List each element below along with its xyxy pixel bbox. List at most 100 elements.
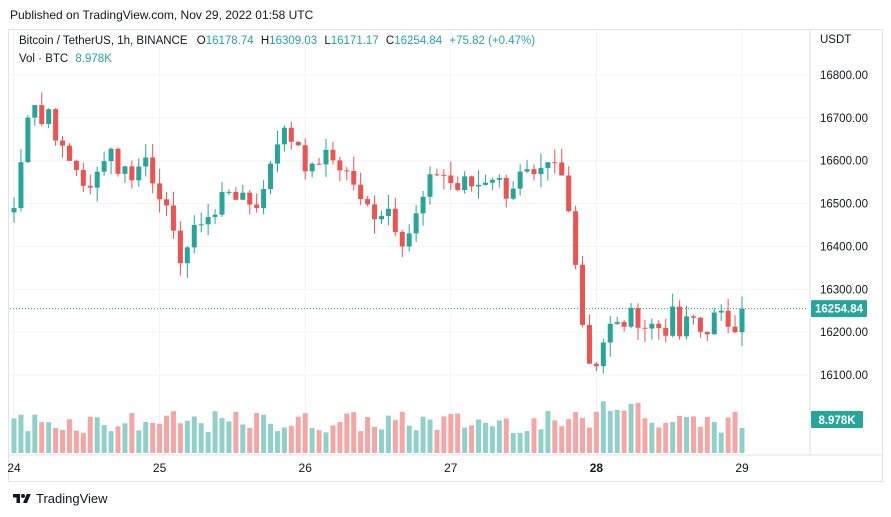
volume-bar [94, 417, 100, 453]
candle-body [580, 264, 586, 325]
y-tick-label: 16500.00 [820, 199, 868, 211]
candle-body [635, 308, 641, 328]
volume-bar [725, 417, 731, 453]
volume-bar [261, 414, 267, 453]
volume-bar [510, 432, 516, 453]
volume-bar [288, 425, 294, 453]
candle-body [295, 141, 301, 146]
candle-body [517, 171, 523, 189]
volume-bar [476, 419, 482, 453]
volume-bar [240, 424, 246, 453]
volume-bar [358, 431, 364, 453]
volume-bar [607, 411, 613, 453]
candle-body [573, 211, 579, 265]
last-price-label: 16254.84 [815, 304, 864, 316]
candle-body [469, 176, 475, 187]
volume-bar [205, 431, 211, 453]
volume-bar [531, 418, 537, 453]
volume-bar [122, 423, 128, 453]
candle-body [191, 224, 197, 248]
volume-bar [39, 422, 45, 453]
volume-bar [60, 429, 66, 453]
candle-body [365, 199, 371, 205]
candle-body [427, 174, 433, 197]
candle-body [108, 148, 114, 162]
candle-body [205, 216, 211, 225]
footer-brand[interactable]: TradingView [12, 491, 108, 506]
y-tick-label: 16300.00 [820, 284, 868, 296]
candle-body [268, 163, 274, 190]
candle-body [170, 205, 176, 231]
candle-body [482, 182, 488, 185]
candle-body [621, 322, 627, 327]
price-axis[interactable]: 16800.00 16700.00 16600.00 16500.00 16400.00… [820, 70, 868, 382]
volume-bar [11, 418, 17, 453]
volume-bar [427, 419, 433, 453]
volume-bar [212, 411, 218, 453]
candle-body [94, 171, 100, 188]
volume-legend: Vol · BTC 8.978K [19, 53, 112, 65]
candle-body [476, 184, 482, 187]
close-value: 16254.84 [394, 35, 443, 47]
time-axis[interactable]: 24 25 26 27 28 29 [7, 461, 749, 475]
candle-body [677, 306, 683, 337]
volume-legend-label: Vol · BTC [19, 53, 69, 65]
volume-bar [226, 421, 232, 453]
volume-bar [330, 425, 336, 453]
volume-bar [718, 432, 724, 453]
candle-body [656, 323, 662, 329]
change-value: +75.82 (+0.47%) [449, 35, 536, 47]
candle-body [739, 308, 745, 333]
volume-bar [406, 425, 412, 453]
candle-body [330, 149, 336, 161]
volume-bar [642, 418, 648, 453]
candle-body [448, 175, 454, 184]
last-price-badge: 16254.84 [811, 300, 867, 318]
candle-body [32, 105, 38, 118]
volume-bar [732, 411, 738, 453]
published-note: Published on TradingView.com, Nov 29, 20… [10, 8, 314, 22]
x-tick-label: 28 [590, 461, 604, 475]
volume-bar [684, 416, 690, 453]
volume-bar [559, 426, 565, 453]
low-value: 16171.17 [330, 35, 379, 47]
volume-bar [219, 418, 225, 453]
x-tick-label: 27 [444, 461, 458, 475]
volume-bar [697, 426, 703, 453]
candle-body [593, 363, 599, 367]
candle-body [18, 162, 24, 209]
volume-bar [32, 414, 38, 453]
candle-body [607, 323, 613, 343]
volume-bar [115, 426, 121, 453]
candle-body [233, 191, 239, 200]
volume-bar [489, 426, 495, 453]
candle-body [11, 208, 17, 213]
volume-bar [25, 431, 31, 453]
volume-bar [545, 411, 551, 453]
volume-bar [177, 423, 183, 453]
volume-bar [80, 432, 86, 453]
candle-body [226, 191, 232, 193]
volume-bar [108, 431, 114, 453]
volume-bar [164, 415, 170, 453]
high-value: 16309.03 [269, 35, 318, 47]
volume-bar [462, 427, 468, 453]
candle-body [413, 213, 419, 234]
volume-bar [316, 430, 322, 453]
volume-bar [538, 429, 544, 453]
volume-bar [233, 411, 239, 453]
candle-body [434, 174, 440, 176]
volume-bar [503, 418, 509, 453]
volume-bar [448, 413, 454, 453]
volume-bar [517, 432, 523, 453]
candle-body [323, 149, 329, 165]
volume-bar [586, 427, 592, 453]
candle-body [254, 204, 260, 209]
y-tick-label: 16600.00 [820, 156, 868, 168]
candle-body [274, 144, 280, 164]
candle-body [455, 183, 461, 191]
candle-body [212, 214, 218, 217]
y-tick-label: 16400.00 [820, 241, 868, 253]
candle-body [559, 162, 565, 176]
